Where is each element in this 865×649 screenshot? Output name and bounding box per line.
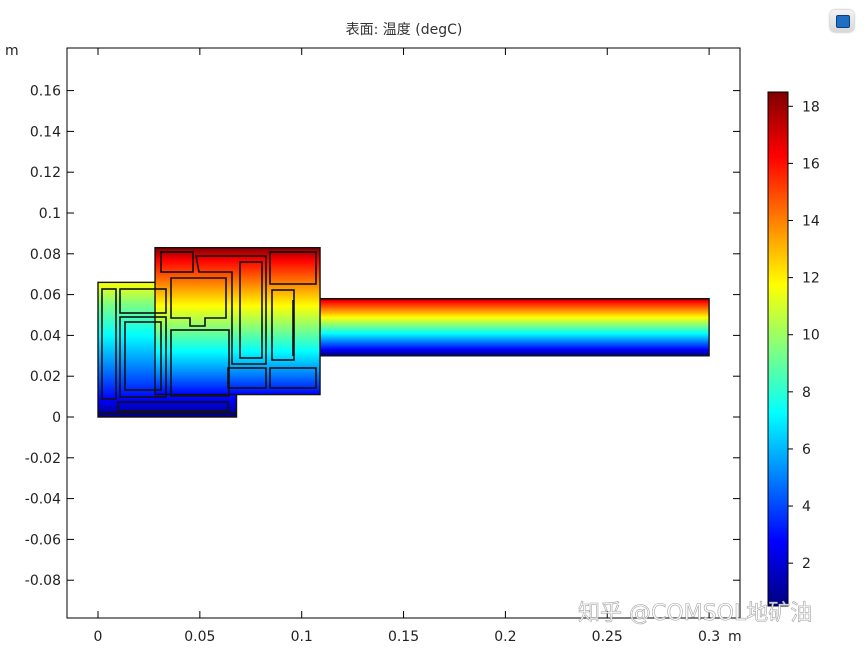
cavity (117, 401, 229, 412)
y-tick-label: 0.02 (30, 369, 61, 385)
colorbar-tick-label: 14 (802, 214, 820, 230)
x-tick-label: 0.2 (494, 629, 516, 645)
x-tick-label: 0.1 (291, 629, 313, 645)
frame-top-region (154, 246, 321, 396)
colorbar-tick-label: 2 (802, 556, 811, 572)
cavity (269, 367, 317, 389)
y-tick-label: -0.08 (25, 573, 61, 589)
cavity (124, 321, 162, 391)
x-tick-label: 0.3 (698, 629, 720, 645)
y-tick-label: 0.06 (30, 288, 61, 304)
y-tick-label: -0.02 (25, 451, 61, 467)
plot-area: 0 0.05 0.1 0.15 0.2 0.25 0.3 0.160.140.120.10.… (5, 43, 742, 645)
cavity (101, 288, 117, 400)
cavity (160, 251, 194, 273)
y-tick-label: 0.1 (39, 206, 61, 222)
y-tick-label: -0.04 (25, 492, 61, 508)
cavity-outlines (98, 251, 317, 414)
wall-region (290, 297, 710, 357)
y-tick-label: 0.16 (30, 84, 61, 100)
y-tick-label: 0.04 (30, 328, 61, 344)
x-unit-label: m (728, 629, 742, 645)
colorbar-tick-label: 16 (802, 156, 820, 172)
x-tick-label: 0 (94, 629, 103, 645)
colorbar-tick-label: 18 (802, 99, 820, 115)
colorbar-tick-label: 8 (802, 385, 811, 401)
colorbar-scale (767, 91, 789, 607)
colorbar-tick-label: 10 (802, 328, 820, 344)
y-tick-label: 0.08 (30, 247, 61, 263)
comsol-logo-icon[interactable] (830, 10, 854, 32)
cavity (227, 367, 267, 389)
cavity (119, 316, 167, 398)
cavity (195, 255, 267, 365)
y-axis-ticks: 0.16 0.14 0.12 0.1 0.08 0.06 0.04 0.02 0 -0.02 -0.… (25, 84, 740, 589)
y-tick-label: -0.06 (25, 532, 61, 548)
cavity (170, 277, 227, 327)
colorbar: 18 16 14 12 10 8 6 4 2 (767, 91, 820, 607)
x-tick-label: 0.15 (388, 629, 419, 645)
colorbar-tick-label: 12 (802, 271, 820, 287)
cavity (170, 329, 230, 397)
y-unit-label: m (5, 43, 19, 59)
cavity (271, 289, 295, 361)
colorbar-tick-label: 6 (802, 442, 811, 458)
y-tick-label: 0.14 (30, 124, 61, 140)
colorbar-tick-label: 4 (802, 499, 811, 515)
x-tick-label: 0.05 (184, 629, 215, 645)
x-axis-ticks: 0 0.05 0.1 0.15 0.2 0.25 0.3 (94, 48, 720, 645)
x-tick-label: 0.25 (592, 629, 623, 645)
cavity (269, 251, 317, 285)
y-tick-label: 0 (52, 410, 61, 426)
cavity (119, 288, 167, 314)
y-tick-label: 0.12 (30, 165, 61, 181)
colorbar-ticks: 18 16 14 12 10 8 6 4 2 (788, 99, 820, 572)
watermark: 知乎 @COMSOL地矿油 (578, 601, 812, 626)
cavity (239, 261, 263, 359)
chart-title: 表面: 温度 (degC) (346, 22, 463, 38)
